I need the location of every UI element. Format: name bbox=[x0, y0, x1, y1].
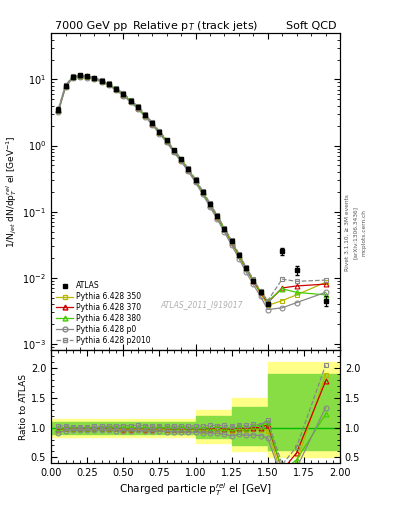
Y-axis label: Ratio to ATLAS: Ratio to ATLAS bbox=[19, 374, 28, 440]
Title: Relative p$_{T}$ (track jets): Relative p$_{T}$ (track jets) bbox=[132, 19, 259, 33]
X-axis label: Charged particle p$_{T}^{rel}$ el [GeV]: Charged particle p$_{T}^{rel}$ el [GeV] bbox=[119, 481, 272, 498]
Text: Rivet 3.1.10, ≥ 3M events: Rivet 3.1.10, ≥ 3M events bbox=[345, 195, 350, 271]
Text: mcplots.cern.ch: mcplots.cern.ch bbox=[362, 209, 367, 257]
Legend: ATLAS, Pythia 6.428 350, Pythia 6.428 370, Pythia 6.428 380, Pythia 6.428 p0, Py: ATLAS, Pythia 6.428 350, Pythia 6.428 37… bbox=[55, 280, 152, 346]
Text: 7000 GeV pp: 7000 GeV pp bbox=[55, 20, 127, 31]
Y-axis label: 1/N$_{jet}$ dN/dp$_{T}^{rel}$ el [GeV$^{-1}$]: 1/N$_{jet}$ dN/dp$_{T}^{rel}$ el [GeV$^{… bbox=[5, 136, 20, 248]
Text: [arXiv:1306.3436]: [arXiv:1306.3436] bbox=[353, 206, 358, 260]
Text: Soft QCD: Soft QCD bbox=[286, 20, 336, 31]
Text: ATLAS_2011_I919017: ATLAS_2011_I919017 bbox=[160, 300, 242, 309]
